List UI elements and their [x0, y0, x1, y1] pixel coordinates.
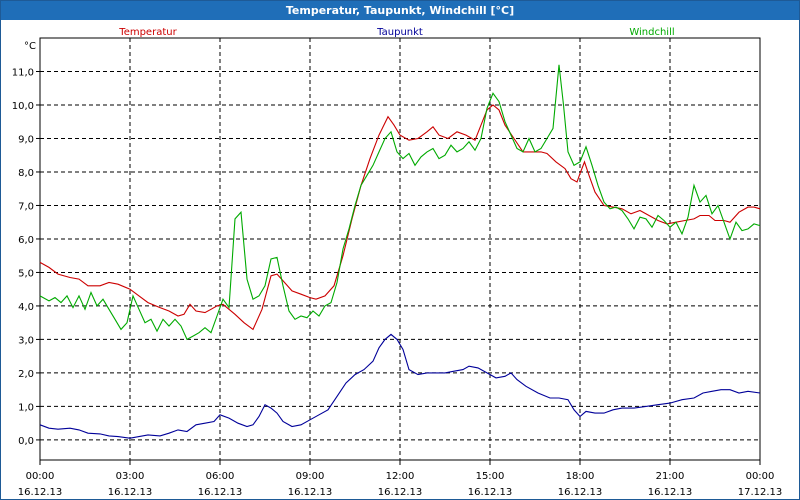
axes: 0,0 1,0 2,0 3,0 4,0 5,0 6,0 7,0 8,0 9,0 10,0 11,0 00…: [12, 67, 783, 498]
series-line-windchill: [39, 64, 761, 341]
x-tick-time-label: 00:00: [26, 471, 55, 482]
x-tick-time-label: 15:00: [476, 471, 505, 482]
y-tick-label: 10,0: [12, 101, 34, 112]
x-tick-time-label: 09:00: [296, 471, 325, 482]
grid: [40, 38, 760, 460]
x-tick-date-label: 16.12.13: [198, 487, 243, 498]
legend: Temperatur Taupunkt Windchill: [118, 27, 674, 38]
y-tick-label: 8,0: [18, 168, 34, 179]
x-tick-date-label: 16.12.13: [468, 487, 513, 498]
y-tick-label: 5,0: [18, 268, 34, 279]
series-line-temperatur: [39, 104, 761, 331]
y-tick-label: 11,0: [12, 67, 34, 78]
y-tick-label: 1,0: [18, 402, 34, 413]
x-tick-date-label: 17.12.13: [738, 487, 783, 498]
x-tick-date-label: 16.12.13: [18, 487, 63, 498]
y-tick-label: 9,0: [18, 134, 34, 145]
legend-label-taupunkt: Taupunkt: [376, 27, 423, 38]
y-tick-label: 7,0: [18, 201, 34, 212]
x-tick-time-label: 18:00: [566, 471, 595, 482]
legend-label-windchill: Windchill: [629, 27, 674, 38]
x-tick-time-label: 21:00: [656, 471, 685, 482]
x-tick-time-label: 03:00: [116, 471, 145, 482]
series-line-taupunkt: [39, 333, 761, 439]
x-tick-time-label: 06:00: [206, 471, 235, 482]
y-tick-label: 0,0: [18, 436, 34, 447]
y-tick-label: 3,0: [18, 335, 34, 346]
x-tick-time-label: 12:00: [386, 471, 415, 482]
x-tick-date-label: 16.12.13: [558, 487, 603, 498]
y-tick-label: 4,0: [18, 302, 34, 313]
series-lines: [39, 64, 761, 439]
y-tick-label: 2,0: [18, 369, 34, 380]
chart-title: Temperatur, Taupunkt, Windchill [°C]: [1, 1, 799, 20]
x-tick-date-label: 16.12.13: [108, 487, 153, 498]
y-tick-label: 6,0: [18, 235, 34, 246]
x-tick-date-label: 16.12.13: [288, 487, 333, 498]
legend-label-temperatur: Temperatur: [118, 27, 177, 38]
x-tick-date-label: 16.12.13: [648, 487, 693, 498]
y-axis-unit-label: °C: [24, 41, 36, 52]
x-tick-time-label: 00:00: [746, 471, 775, 482]
x-tick-date-label: 16.12.13: [378, 487, 423, 498]
